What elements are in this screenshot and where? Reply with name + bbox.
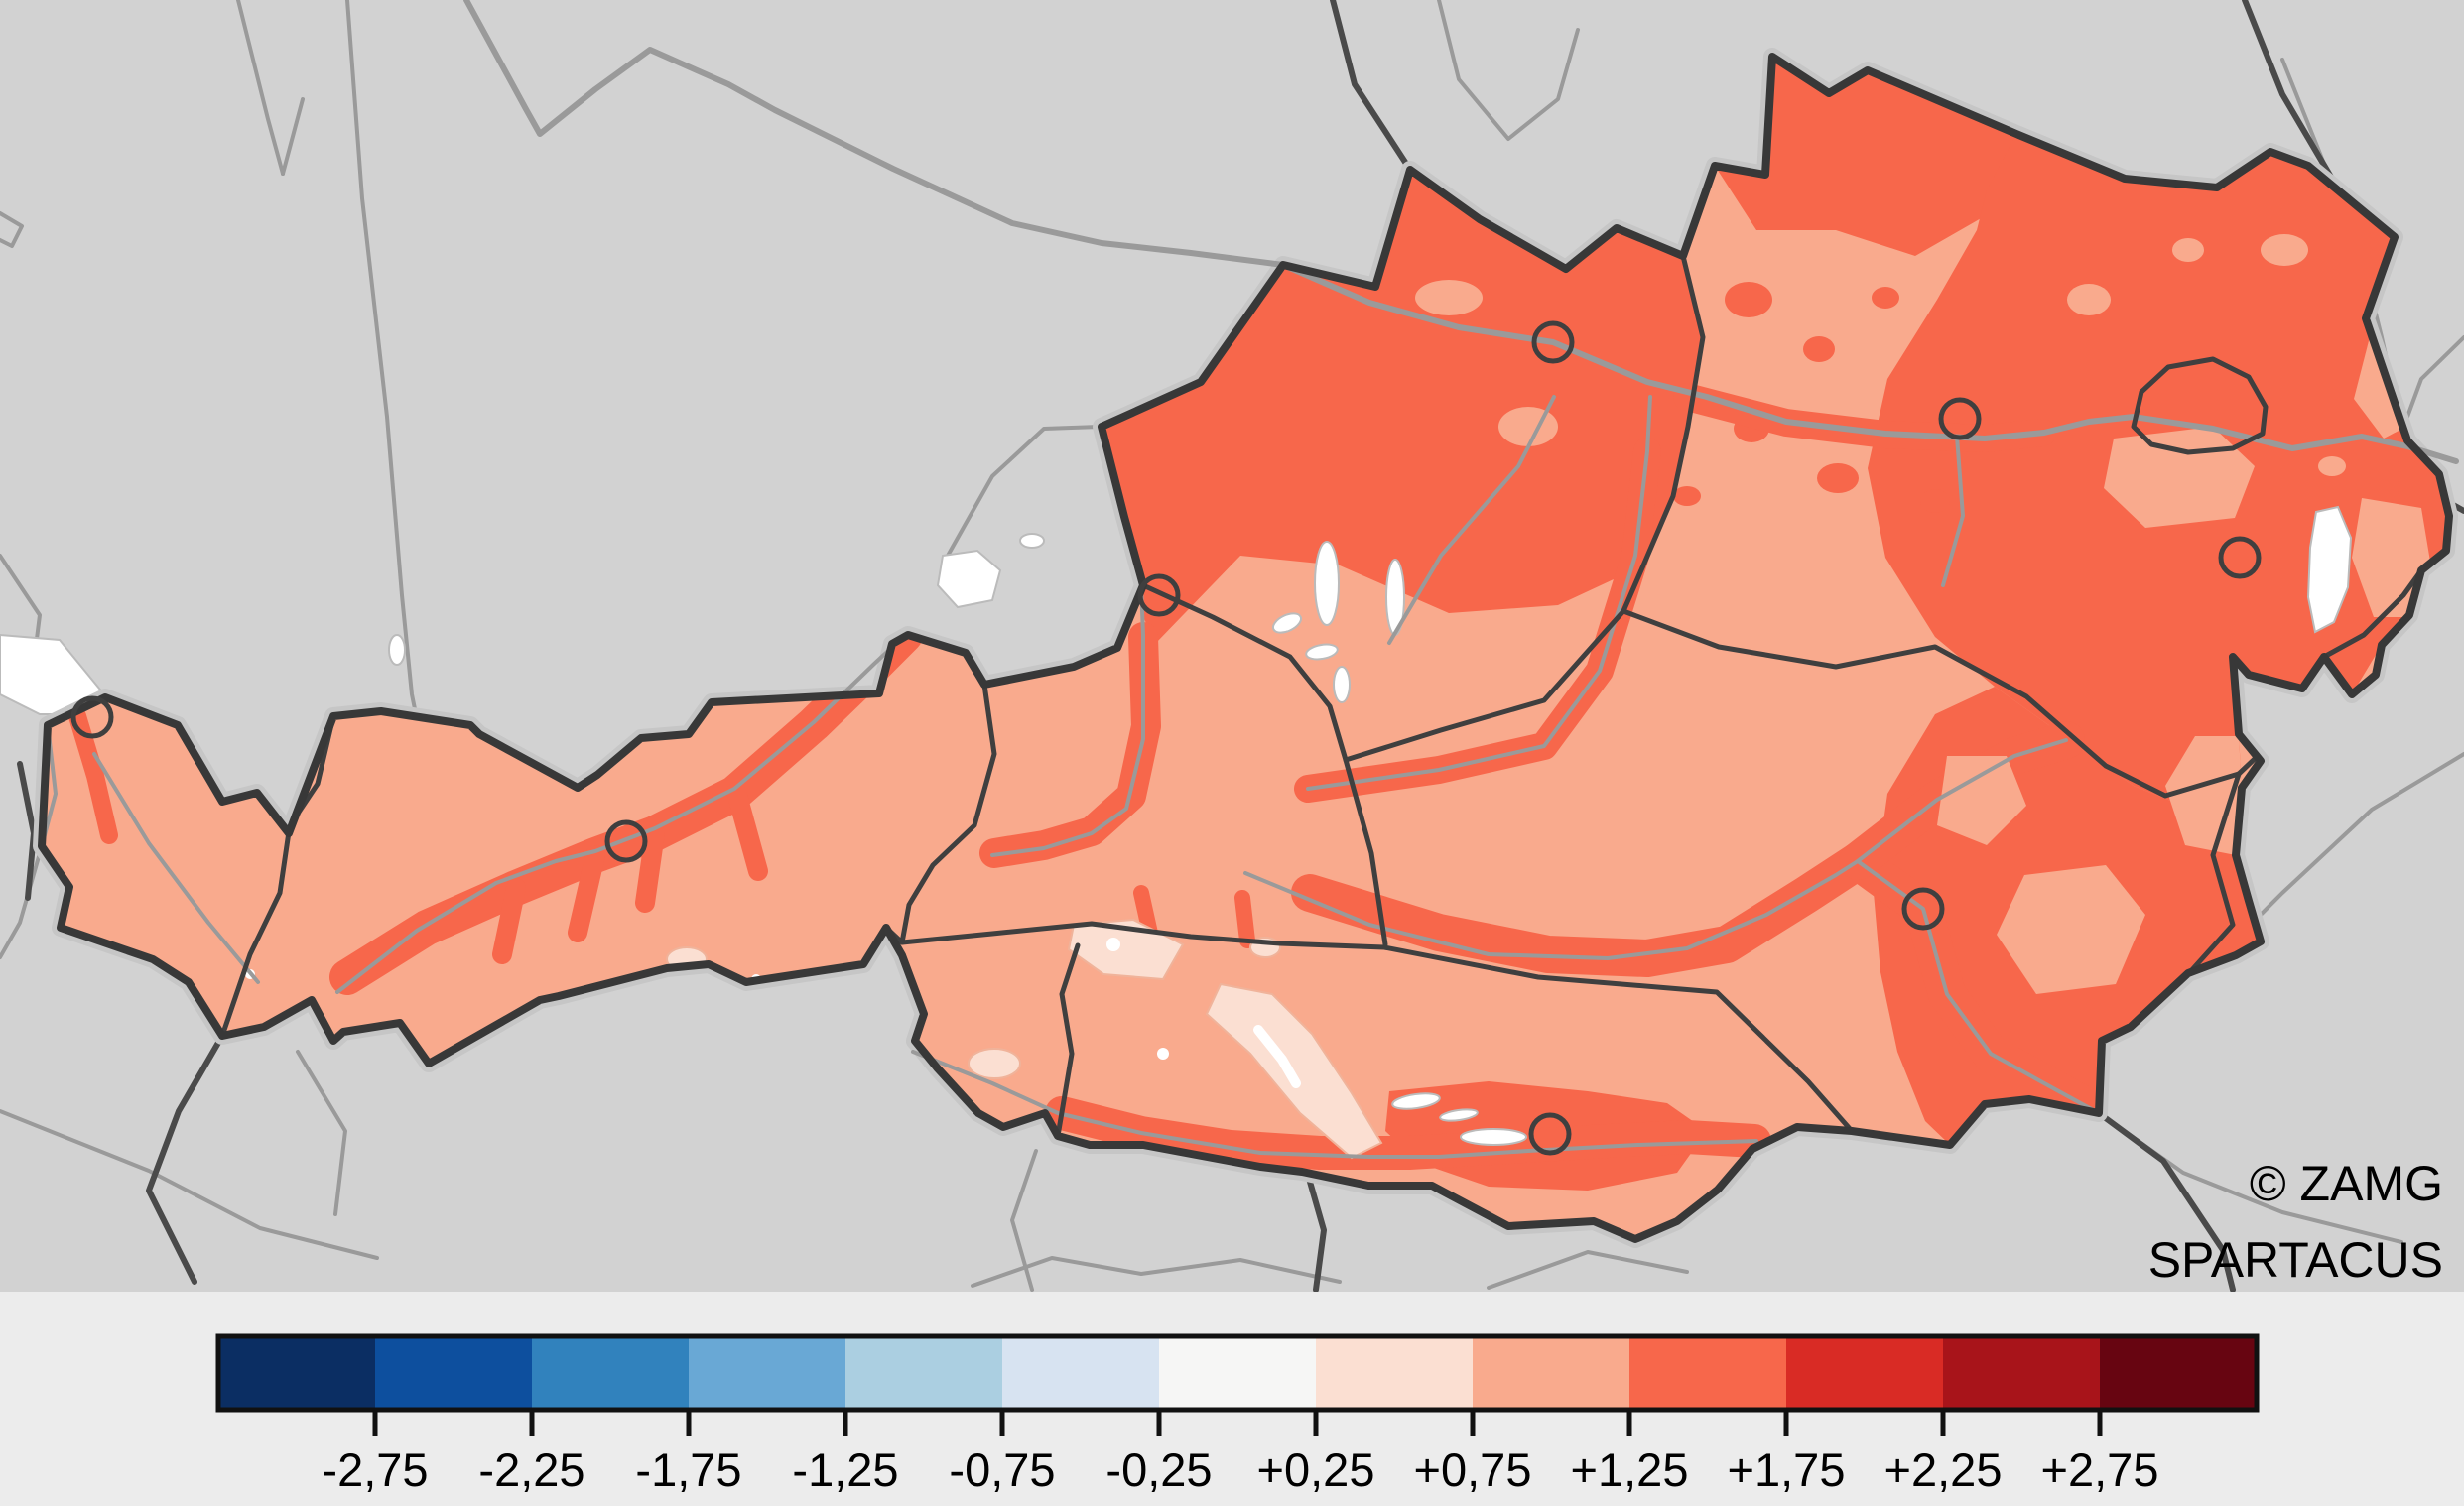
legend-labels: -2,75 -2,25 -1,75 -1,25 -0,75 -0,25 +0,25 +0,75… [322,1443,2158,1496]
legend-segment [532,1336,690,1410]
legend-tick-label: -1,75 [635,1443,741,1496]
legend-segment [2100,1336,2258,1410]
legend-segment [689,1336,846,1410]
legend-frame [215,1333,2260,1413]
legend-tick-label: -0,75 [949,1443,1055,1496]
city-marker [1938,397,1982,440]
legend-segment [1159,1336,1317,1410]
river-drau [911,1050,1758,1159]
legend-segment [1473,1336,1630,1410]
city-markers [70,320,2262,1156]
legend-segment [218,1336,376,1410]
legend-segment [1786,1336,1944,1410]
legend-tick-label: +1,75 [1728,1443,1846,1496]
city-marker [2218,536,2262,579]
legend-tick-label: +0,75 [1414,1443,1532,1496]
austria-lakes [1271,505,2353,1146]
state-borders [219,253,2424,1139]
city-marker [1137,573,1181,617]
city-marker [604,819,648,863]
anomaly-mid-patches [1415,234,2431,994]
legend-segment [1002,1336,1160,1410]
legend-tick-label: -2,25 [478,1443,584,1496]
legend-segment [845,1336,1003,1410]
legend-segment [375,1336,533,1410]
austria-region [42,57,2449,1239]
legend-tick-label: -2,75 [322,1443,428,1496]
legend-tick-label: +1,25 [1571,1443,1689,1496]
legend-segment [1629,1336,1787,1410]
legend-tick-label: +2,25 [1884,1443,2003,1496]
rivers [40,0,2459,1159]
city-marker [1531,320,1575,364]
lake-chiemsee [936,549,1002,609]
austria-country-border [38,53,2453,1243]
river-danube [463,0,2459,464]
city-marker [1901,887,1945,931]
city-marker [70,695,114,739]
river-mur [1243,859,2101,1115]
legend-segment [1316,1336,1474,1410]
legend-tick-label: -0,25 [1105,1443,1212,1496]
legend-ticks [372,1410,2103,1436]
legend-segments [218,1336,2258,1410]
legend-segment [1943,1336,2101,1410]
legend-tick-label: +2,75 [2041,1443,2159,1496]
legend-tick-label: +0,25 [1257,1443,1375,1496]
copyright-zamg: © ZAMG [2250,1156,2443,1211]
legend-tick-label: -1,25 [792,1443,898,1496]
color-scale-legend: -2,75 -2,25 -1,75 -1,25 -0,75 -0,25 +0,25 +0,75… [0,1292,2464,1506]
city-marker [1528,1112,1572,1156]
vienna-city-border [2131,356,2269,455]
dataset-name-spartacus: SPARTACUS [2148,1232,2443,1288]
